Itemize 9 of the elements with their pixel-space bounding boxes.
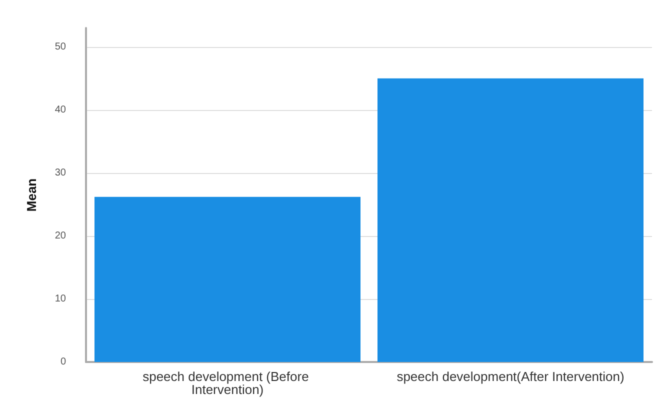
y-tick-label: 0 — [60, 356, 66, 368]
y-tick-label: 20 — [54, 230, 66, 242]
y-tick-label: 40 — [54, 104, 66, 116]
y-tick-label: 10 — [54, 293, 66, 304]
y-tick-label: 30 — [54, 167, 66, 178]
y-axis-title: Mean — [24, 178, 39, 212]
y-tick-label: 50 — [54, 41, 66, 52]
x-tick-label: speech development(After Intervention) — [396, 369, 624, 384]
x-tick-label: speech development (Before Intervention) — [142, 369, 312, 397]
